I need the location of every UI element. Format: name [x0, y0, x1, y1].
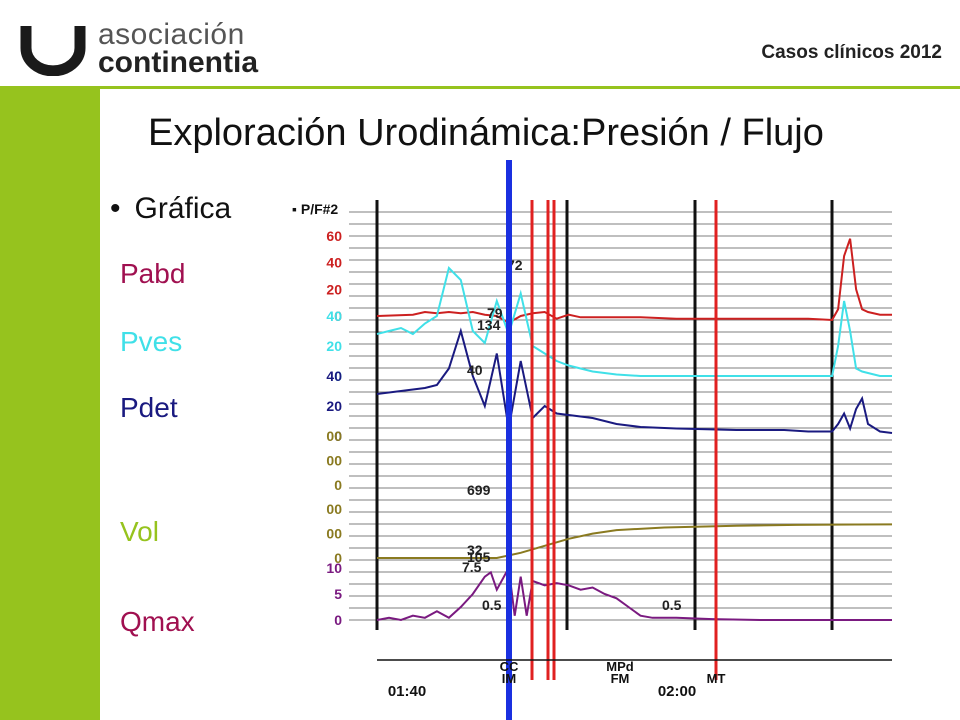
- legend-pabd: Pabd: [120, 258, 186, 289]
- event-marker-label: MT: [707, 671, 726, 686]
- logo-mark-icon: [20, 26, 86, 76]
- bullet-text: Gráfica: [134, 192, 232, 225]
- logo-line1: asociación: [98, 18, 245, 51]
- tick-label: 00: [326, 452, 342, 468]
- casos-clinicos-label: Casos clínicos 2012: [761, 42, 942, 63]
- annotation-label: 0.5: [482, 597, 502, 613]
- logo: asociación continentia: [18, 18, 278, 79]
- tick-label: 40: [326, 308, 342, 324]
- logo-line2: continentia: [98, 46, 259, 79]
- tick-label: 0: [334, 612, 342, 628]
- series-line-qmax: [376, 564, 892, 622]
- tick-label: 0: [334, 368, 342, 384]
- event-marker-label: MPd: [606, 659, 634, 674]
- annotation-label: 699: [467, 482, 491, 498]
- annotation-label: 79: [487, 305, 503, 321]
- tick-label: 60: [326, 228, 342, 244]
- series-line-pves: [376, 266, 892, 377]
- x-tick-label: 01:40: [388, 683, 426, 700]
- tick-label: 0: [334, 428, 342, 444]
- event-marker-label: FM: [611, 671, 630, 686]
- tick-label: 40: [326, 368, 342, 384]
- series-line-pabd: [376, 238, 892, 324]
- chart-header-label: ▪ P/F#2: [292, 201, 338, 217]
- event-marker-label: IM: [502, 671, 516, 686]
- series-line-pdet: [376, 327, 893, 434]
- event-marker-label: CC: [500, 659, 519, 674]
- tick-label: 0: [334, 308, 342, 324]
- series-line-vol: [377, 523, 893, 559]
- header-rule: [0, 86, 960, 89]
- tick-label: 20: [326, 281, 342, 297]
- slide-title: Exploración Urodinámica:Presión / Flujo: [148, 112, 824, 154]
- bullet-item: • Gráfica: [110, 192, 232, 225]
- annotation-label: 7.5: [462, 559, 482, 575]
- annotation-label: 40: [467, 362, 483, 378]
- tick-label: 0: [334, 477, 342, 493]
- annotation-label: 0.5: [662, 597, 682, 613]
- legend-pdet: Pdet: [120, 392, 178, 423]
- annotation-label: 105: [467, 549, 491, 565]
- x-tick-label: 02:00: [658, 683, 696, 700]
- tick-label: 00: [326, 526, 342, 542]
- legend-pves: Pves: [120, 326, 183, 357]
- legend-qmax: Qmax: [120, 606, 195, 637]
- tick-label: 40: [326, 255, 342, 271]
- urodynamic-chart: ▪ P/F#2604020040200402000000000000105072…: [292, 160, 893, 720]
- tick-label: 10: [326, 560, 342, 576]
- green-sidebar: [0, 89, 100, 720]
- tick-label: 0: [334, 550, 342, 566]
- legend-vol: Vol: [120, 516, 159, 547]
- tick-label: 20: [326, 338, 342, 354]
- annotation-label: 134: [477, 317, 501, 333]
- tick-label: 5: [334, 586, 342, 602]
- tick-label: 20: [326, 398, 342, 414]
- annotation-label: 32: [467, 542, 483, 558]
- tick-label: 00: [326, 428, 342, 444]
- tick-label: 00: [326, 501, 342, 517]
